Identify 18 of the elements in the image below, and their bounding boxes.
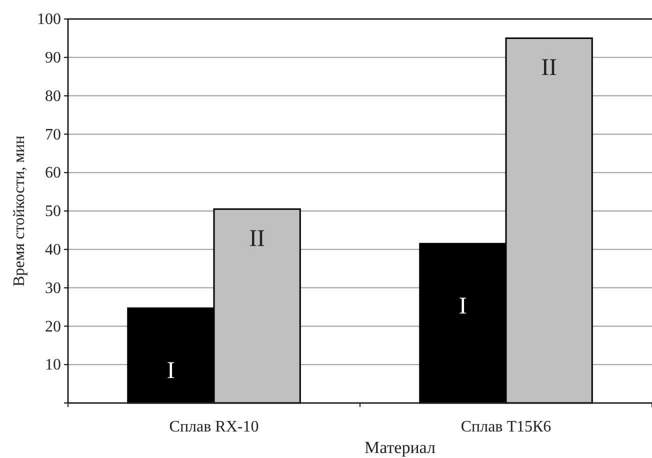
y-tick-label: 100 [37,11,61,28]
y-tick-label: 60 [45,164,61,182]
y-axis-title: Время стойкости, мин [11,135,28,286]
y-tick-label: 80 [45,88,61,105]
text: I [458,294,467,320]
y-tick-label: 50 [45,203,61,220]
x-tick-label: Сплав Т15К6 [460,418,552,436]
text: II [541,55,558,82]
y-tick-label: 70 [45,126,61,144]
y-tick-label: 20 [45,318,61,336]
x-axis-title: Материал [364,438,436,457]
y-tick-label: 30 [45,280,61,297]
y-tick-label: 40 [45,242,61,259]
y-tick-label: 10 [45,356,61,374]
series-label: II [249,226,266,252]
x-tick-label: Сплав RX-10 [169,418,259,436]
y-tick-label: 90 [45,50,61,67]
series-label: I [166,358,175,384]
